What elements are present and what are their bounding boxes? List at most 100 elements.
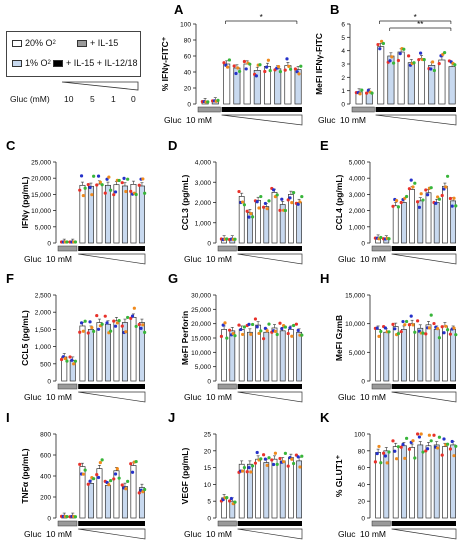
y-tick-label: 80 — [358, 448, 366, 455]
donor-dot — [413, 456, 417, 460]
donor-dot — [275, 193, 279, 197]
donor-dot — [96, 174, 101, 178]
donor-dot — [401, 442, 405, 447]
donor-dot — [405, 436, 409, 440]
donor-dot — [278, 208, 282, 212]
donor-dot — [437, 336, 441, 340]
donor-dot — [81, 472, 85, 476]
donor-dot — [113, 324, 118, 328]
donor-dot — [278, 321, 282, 325]
donor-dot — [73, 359, 78, 363]
donor-dot — [100, 322, 104, 326]
donor-dot — [129, 316, 133, 320]
donor-dot — [228, 328, 232, 332]
glucose-wedge — [375, 114, 457, 126]
donor-dot — [251, 464, 255, 468]
donor-dot — [393, 449, 397, 453]
donor-dot — [83, 468, 87, 472]
donor-dot — [379, 329, 383, 334]
y-tick-label: 15,000 — [345, 293, 365, 300]
donor-dot — [300, 194, 304, 199]
y-tick-label: 2,000 — [35, 310, 52, 317]
donor-dot — [134, 192, 138, 197]
legend-item-il15-il12-18: + IL-15 + IL-12/18 — [53, 58, 138, 68]
y-tick-label: 40 — [184, 70, 192, 77]
donor-dot — [373, 460, 377, 464]
donor-dot — [285, 57, 289, 61]
gluc-10mm-label: 10 mM — [46, 254, 72, 264]
donor-dot — [259, 329, 263, 333]
donor-dot — [393, 327, 397, 331]
donor-dot — [278, 456, 282, 461]
donor-dot — [452, 454, 456, 458]
donor-dot — [79, 174, 84, 178]
y-tick-label: 25,000 — [191, 307, 211, 314]
il15-il12-18-bar — [391, 521, 456, 526]
y-tick-label: 60 — [358, 465, 366, 472]
donor-dot — [421, 450, 425, 454]
donor-dot — [226, 65, 230, 69]
donor-dot — [442, 437, 446, 441]
donor-dot — [100, 458, 104, 462]
y-tick-label: 0 — [341, 102, 345, 109]
glucose-wedge — [391, 528, 457, 540]
donor-dot — [427, 326, 431, 330]
donor-dot — [450, 439, 454, 444]
donor-dot — [262, 453, 266, 457]
donor-dot — [434, 201, 438, 205]
donor-dot — [429, 67, 433, 71]
donor-dot — [139, 326, 143, 330]
donor-dot — [392, 61, 396, 65]
donor-dot — [454, 204, 458, 208]
donor-dot — [300, 454, 304, 458]
y-tick-label: 25,000 — [31, 160, 51, 167]
donor-dot — [88, 479, 92, 483]
bar — [450, 329, 456, 382]
donor-dot — [411, 185, 415, 189]
donor-dot — [88, 185, 92, 190]
y-axis-label: IFNγ (pg/mL) — [20, 176, 30, 228]
donor-dot — [407, 54, 411, 58]
gluc-10mm-label: 10 mM — [206, 254, 232, 264]
donor-dot — [383, 454, 387, 458]
donor-dot — [137, 322, 141, 327]
y-tick-label: 100 — [354, 432, 365, 439]
donor-dot — [237, 189, 241, 194]
donor-dot — [437, 197, 441, 201]
donor-dot — [262, 205, 266, 209]
y-tick-label: 20 — [358, 499, 366, 506]
il15-bar — [217, 245, 237, 252]
donor-dot — [124, 330, 128, 334]
donor-dot — [249, 332, 253, 336]
donor-dot — [105, 321, 109, 325]
bar — [425, 445, 432, 519]
panel-K: K 0 20 40 60 80 100 % GLUT1⁺ Gluc 10 mM — [320, 410, 458, 540]
donor-dot — [444, 185, 448, 189]
donor-dot — [283, 208, 287, 213]
panel-letter: K — [320, 410, 330, 425]
donor-dot — [424, 188, 428, 192]
donor-dot — [437, 435, 441, 439]
donor-dot — [120, 324, 124, 328]
donor-dot — [277, 65, 281, 69]
donor-dot — [387, 330, 391, 334]
donor-dot — [266, 58, 270, 62]
donor-dot — [95, 472, 99, 477]
panel-I: I 0 200 400 600 800 TNFα (pg/mL) Gluc 10 mM — [6, 410, 147, 540]
bar — [79, 325, 86, 382]
gluc-10mm-label: 10 mM — [46, 529, 72, 539]
bar — [113, 320, 120, 382]
y-axis-label: MeFI Perforin — [180, 311, 190, 365]
donor-dot — [273, 329, 277, 333]
donor-dot — [117, 178, 121, 183]
donor-dot — [375, 451, 379, 456]
y-axis-label: TNFα (pg/mL) — [20, 448, 30, 503]
y-tick-label: 25 — [204, 432, 212, 439]
bar — [87, 483, 94, 519]
donor-dot — [257, 331, 261, 336]
glucose-wedge — [391, 391, 457, 403]
donor-dot — [298, 465, 302, 469]
bar — [271, 458, 278, 519]
donor-dot — [129, 462, 133, 466]
gluc-label: Gluc — [338, 254, 356, 264]
